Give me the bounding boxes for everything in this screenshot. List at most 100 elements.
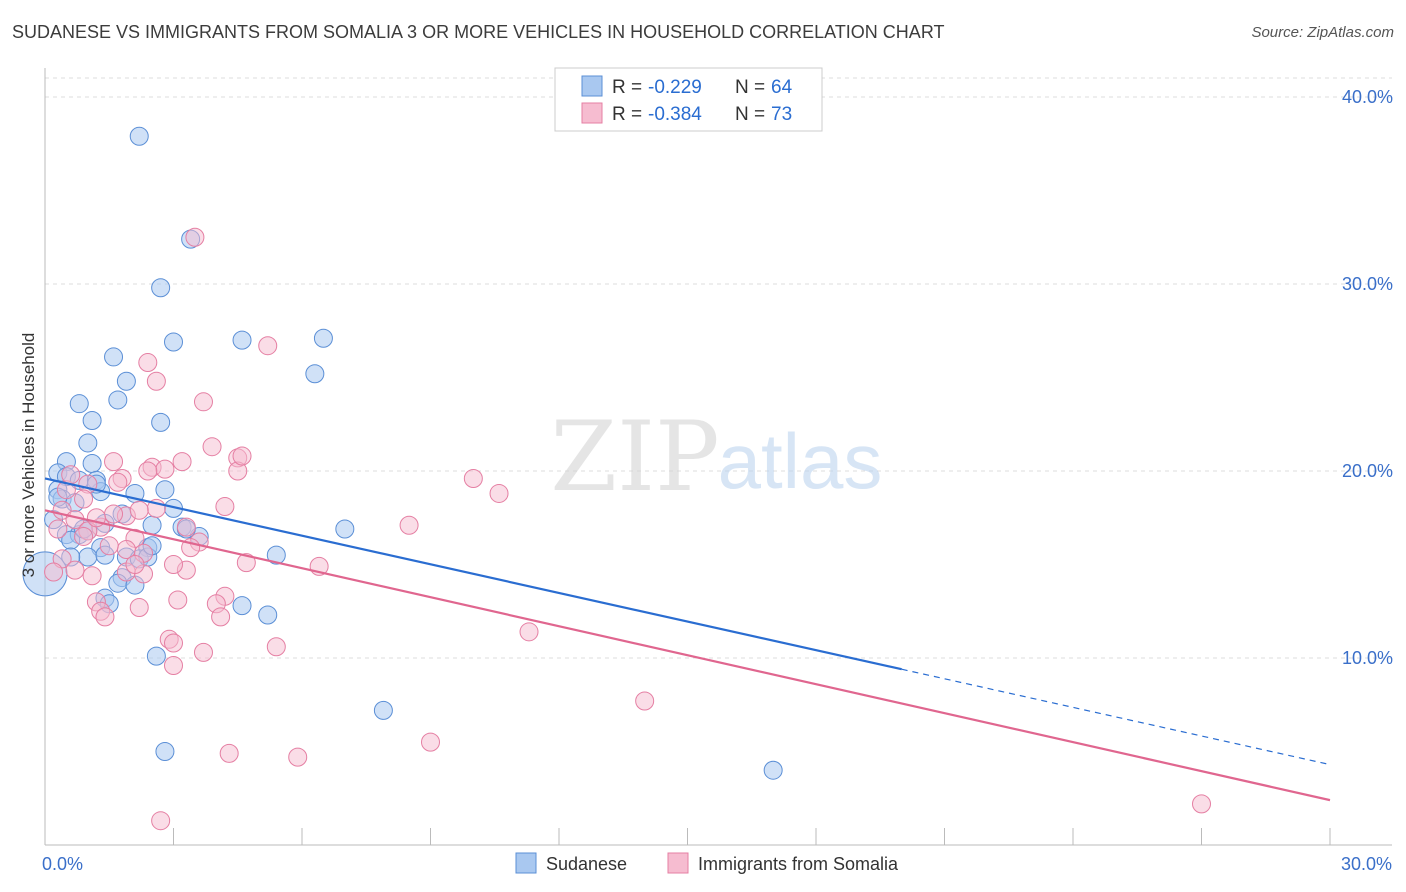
somalia-point (151, 811, 171, 831)
somalia-point (193, 642, 213, 662)
sudanese-point (373, 700, 393, 720)
legend-swatch-sudanese (581, 75, 603, 97)
somalia-point (164, 633, 183, 653)
somalia-point (211, 607, 231, 627)
somalia-point (138, 353, 158, 373)
somalia-point (202, 437, 222, 457)
legend-n-value-1: 64 (771, 77, 793, 98)
legend-r-label-2: R = (612, 104, 642, 125)
sudanese-point (763, 760, 783, 780)
sudanese-point (69, 394, 89, 414)
trend-lines (44, 477, 1331, 802)
sudanese-point (151, 278, 171, 298)
correlation-legend: R = -0.229 N = 64 R = -0.384 N = 73 (554, 67, 823, 132)
sudanese-point (266, 545, 286, 565)
sudanese-point (82, 411, 102, 431)
somalia-point (399, 515, 419, 535)
somalia-point (74, 489, 94, 509)
somalia-point (258, 336, 278, 356)
somalia-point (489, 483, 509, 503)
somalia-point (215, 497, 235, 517)
somalia-point (232, 446, 252, 466)
watermark-atlas: atlas (718, 417, 883, 505)
somalia-point (108, 472, 128, 492)
sudanese-point (129, 126, 149, 146)
somalia-point (185, 227, 205, 247)
sudanese-point (151, 412, 171, 432)
somalia-point (519, 622, 539, 642)
somalia-point (104, 452, 124, 472)
somalia-point (48, 519, 68, 539)
legend-r-value-2: -0.384 (648, 104, 702, 125)
sudanese-point (142, 515, 162, 535)
axes (44, 68, 1392, 846)
somalia-point (421, 732, 440, 752)
bottom-legend-label-sudanese: Sudanese (546, 854, 627, 874)
somalia-point (164, 555, 183, 574)
legend-n-value-2: 73 (771, 104, 792, 125)
legend-n-label-2: N = (735, 104, 765, 125)
y-tick-label: 10.0% (1342, 648, 1393, 668)
somalia-point (1192, 794, 1211, 814)
somalia-point (176, 517, 196, 537)
legend-r-value-1: -0.229 (648, 77, 702, 98)
sudanese-point (155, 742, 175, 761)
somalia-point (129, 598, 149, 618)
sudanese-point (82, 454, 102, 474)
y-tick-label: 30.0% (1342, 274, 1393, 294)
somalia-point (82, 566, 102, 586)
sudanese-point (104, 347, 124, 367)
tick-labels: 10.0% 20.0% 30.0% 40.0% 0.0% 30.0% (42, 87, 1393, 874)
somalia-point (65, 560, 85, 580)
somalia-point (172, 452, 192, 472)
sudanese-trend-extension (901, 668, 1331, 766)
somalia-point (44, 562, 64, 582)
bottom-legend-label-somalia: Immigrants from Somalia (698, 854, 899, 874)
somalia-point (99, 536, 119, 556)
sudanese-point (116, 371, 136, 391)
legend-swatch-somalia (581, 102, 603, 124)
somalia-point (288, 747, 308, 767)
watermark: ZIP atlas (550, 401, 882, 513)
source-label: Source: ZipAtlas.com (1251, 24, 1394, 41)
bottom-legend-swatch-somalia (667, 852, 689, 874)
sudanese-point (313, 328, 333, 348)
somalia-point (266, 637, 286, 657)
chart-title: SUDANESE VS IMMIGRANTS FROM SOMALIA 3 OR… (12, 22, 945, 42)
y-axis-label: 3 or more Vehicles in Household (19, 333, 38, 578)
sudanese-trend-line (44, 477, 902, 671)
sudanese-point (146, 646, 166, 666)
sudanese-point (305, 364, 325, 384)
series-somalia-points (44, 227, 1211, 831)
somalia-point (155, 459, 175, 479)
sudanese-point (232, 596, 252, 616)
sudanese-point (164, 332, 183, 352)
somalia-point (146, 371, 166, 391)
sudanese-point (78, 433, 98, 453)
sudanese-point (155, 480, 175, 500)
somalia-point (138, 461, 158, 481)
somalia-point (129, 500, 149, 520)
y-tick-label: 20.0% (1342, 461, 1393, 481)
somalia-point (61, 465, 81, 485)
somalia-point (219, 743, 239, 763)
somalia-point (74, 526, 94, 546)
sudanese-point (258, 605, 278, 625)
y-tick-label: 40.0% (1342, 87, 1393, 107)
somalia-point (164, 655, 183, 675)
bottom-legend-swatch-sudanese (515, 852, 537, 874)
legend-n-label-1: N = (735, 77, 765, 98)
legend-r-label-1: R = (612, 77, 642, 98)
somalia-point (635, 691, 655, 711)
x-tick-label: 30.0% (1341, 854, 1392, 874)
somalia-point (463, 468, 483, 488)
somalia-point (236, 553, 256, 573)
somalia-point (125, 555, 145, 574)
watermark-zip: ZIP (550, 401, 719, 513)
x-tick-label: 0.0% (42, 854, 83, 874)
somalia-trend-line (44, 509, 1331, 802)
somalia-point (168, 590, 188, 610)
series-legend: Sudanese Immigrants from Somalia (515, 852, 899, 874)
sudanese-point (232, 330, 252, 350)
